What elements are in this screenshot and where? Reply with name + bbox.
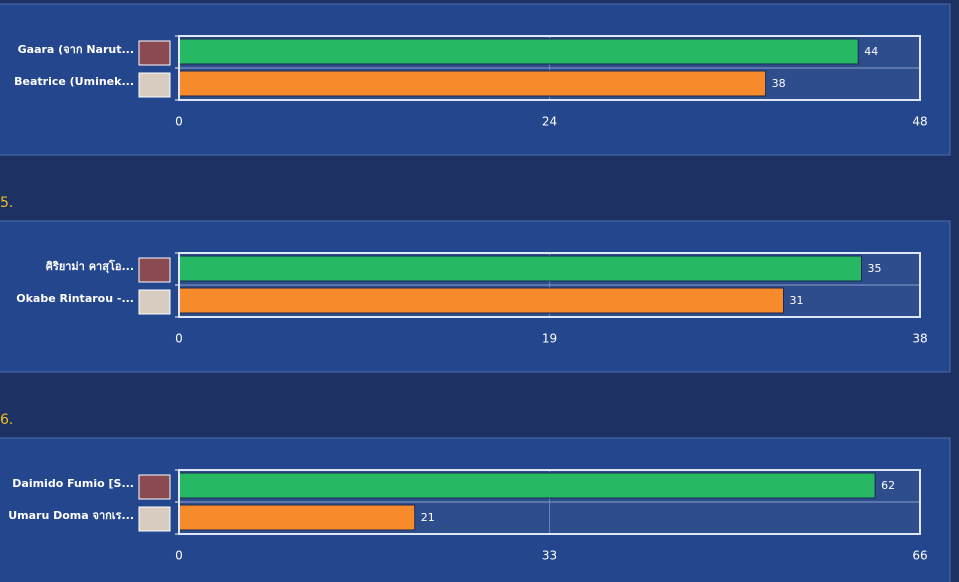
- x-tick-label: 66: [912, 549, 927, 563]
- category-label: คิริยาม่า คาสุโอ...: [46, 259, 134, 274]
- category-label: Daimido Fumio [S...: [12, 477, 134, 490]
- category-label: Umaru Doma จากเร...: [8, 509, 134, 522]
- value-label: 35: [868, 262, 882, 275]
- bar: [178, 38, 859, 65]
- bar: [178, 472, 876, 499]
- value-label: 44: [864, 45, 878, 58]
- section-number: 5.: [0, 195, 13, 211]
- x-tick-label: 38: [912, 332, 927, 346]
- plot-frame: [178, 35, 921, 101]
- avatar: [138, 40, 171, 66]
- avatar: [138, 289, 171, 315]
- bar: [178, 287, 784, 314]
- x-tick-label: 19: [542, 332, 557, 346]
- section-number: 6.: [0, 412, 13, 428]
- category-label: Okabe Rintarou -...: [16, 292, 134, 305]
- bar: [178, 504, 416, 531]
- avatar: [138, 72, 171, 98]
- avatar: [138, 474, 171, 500]
- value-label: 62: [881, 479, 895, 492]
- bar: [178, 255, 862, 282]
- bar: [178, 70, 767, 97]
- plot-frame: [178, 252, 921, 318]
- x-tick-label: 0: [175, 332, 183, 346]
- x-tick-label: 33: [542, 549, 557, 563]
- category-label: Gaara (จาก Narut...: [18, 43, 134, 56]
- x-tick-label: 24: [542, 115, 557, 129]
- value-label: 31: [790, 294, 804, 307]
- avatar: [138, 257, 171, 283]
- avatar: [138, 506, 171, 532]
- value-label: 21: [421, 511, 435, 524]
- plot-frame: [178, 469, 921, 535]
- value-label: 38: [772, 77, 786, 90]
- x-tick-label: 0: [175, 549, 183, 563]
- category-label: Beatrice (Uminek...: [14, 75, 134, 88]
- x-tick-label: 0: [175, 115, 183, 129]
- x-tick-label: 48: [912, 115, 927, 129]
